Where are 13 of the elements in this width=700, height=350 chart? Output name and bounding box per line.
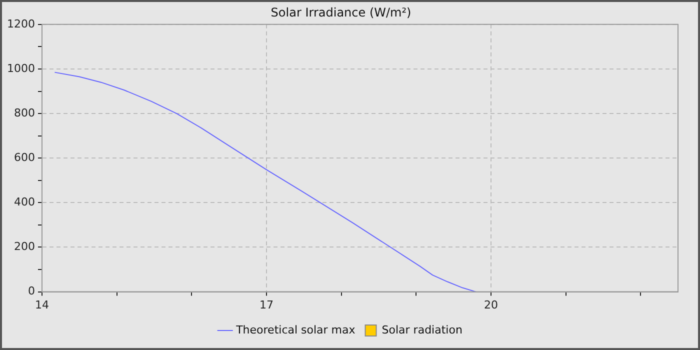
y-tick-label: 1000: [6, 62, 35, 75]
legend-label: Theoretical solar max: [235, 323, 356, 336]
y-tick-label: 600: [14, 150, 35, 164]
x-tick-label: 20: [484, 298, 498, 312]
x-tick-label: 14: [34, 298, 49, 312]
y-tick-label: 800: [14, 106, 35, 120]
x-tick-label: 17: [259, 298, 274, 312]
y-tick-label: 0: [28, 284, 35, 298]
y-tick-label: 200: [14, 240, 35, 254]
y-tick-label: 400: [14, 196, 35, 209]
y-tick-label: 1200: [6, 17, 35, 30]
chart-title: Solar Irradiance (W/m²): [270, 5, 412, 20]
legend-label: Solar radiation: [382, 323, 462, 336]
